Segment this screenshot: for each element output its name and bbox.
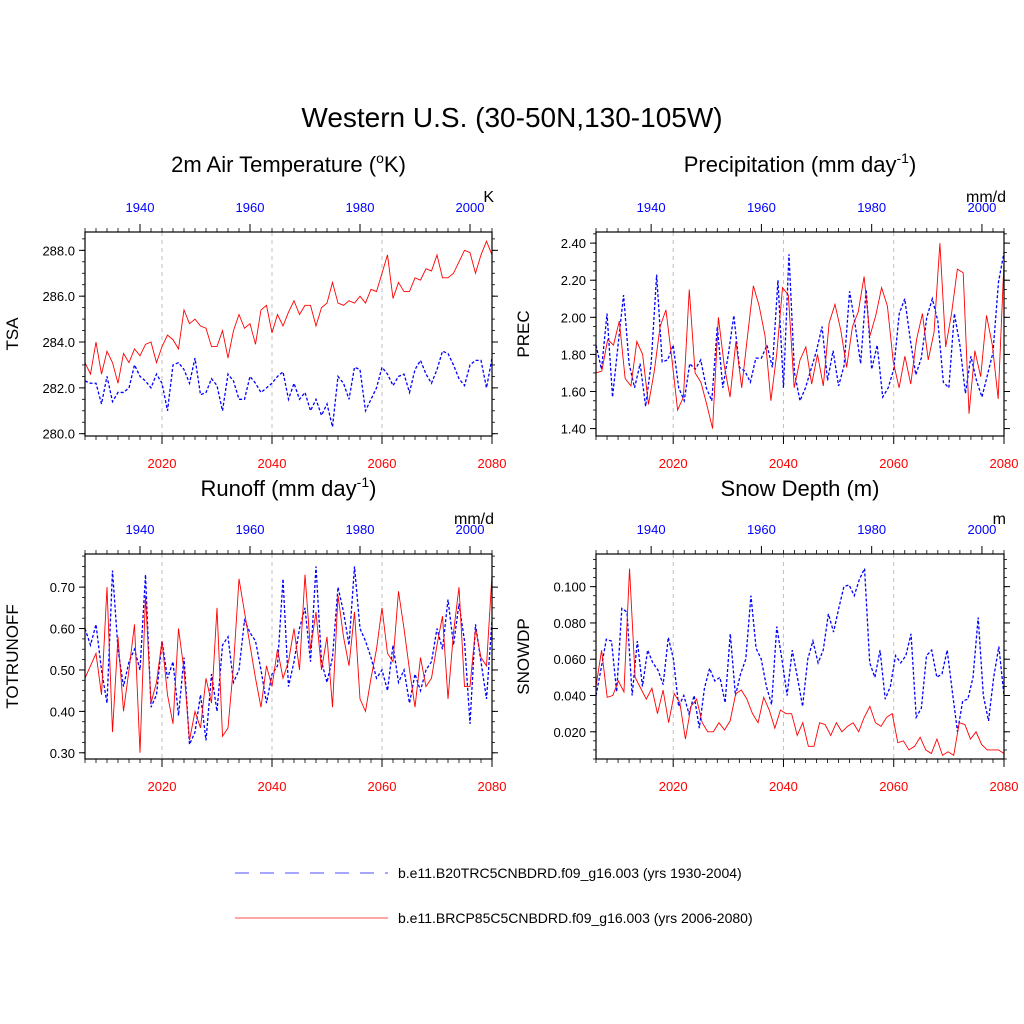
x-top-tick-label: 1980 xyxy=(346,522,375,537)
panel-title: Runoff (mm day-1) xyxy=(201,474,377,501)
y-tick-label: 0.30 xyxy=(50,746,75,761)
legend-label: b.e11.B20TRC5CNBDRD.f09_g16.003 (yrs 193… xyxy=(398,865,742,881)
y-tick-label: 282.0 xyxy=(42,381,75,396)
x-top-tick-label: 1960 xyxy=(747,200,776,215)
x-top-tick-label: 1960 xyxy=(747,522,776,537)
y-tick-label: 2.20 xyxy=(561,273,586,288)
series-line-rcp85 xyxy=(84,239,493,384)
panel-title: Snow Depth (m) xyxy=(721,476,880,501)
y-tick-label: 0.040 xyxy=(553,689,586,704)
x-bottom-tick-label: 2080 xyxy=(478,779,507,794)
units-label: K xyxy=(483,189,494,206)
y-tick-label: 2.00 xyxy=(561,310,586,325)
x-top-tick-label: 1960 xyxy=(236,200,265,215)
x-bottom-tick-label: 2020 xyxy=(659,456,688,471)
x-top-tick-label: 1960 xyxy=(236,522,265,537)
x-bottom-tick-label: 2040 xyxy=(258,456,287,471)
panel-title: 2m Air Temperature (oK) xyxy=(171,150,406,177)
panel-title: Precipitation (mm day-1) xyxy=(684,150,917,177)
x-top-tick-label: 2000 xyxy=(967,200,996,215)
y-tick-label: 0.50 xyxy=(50,663,75,678)
y-axis-label: PREC xyxy=(514,310,533,357)
y-tick-label: 280.0 xyxy=(42,427,75,442)
x-top-tick-label: 1940 xyxy=(126,522,155,537)
units-label: mm/d xyxy=(454,511,494,528)
legend-item-2: b.e11.BRCP85C5CNBDRD.f09_g16.003 (yrs 20… xyxy=(235,910,753,926)
y-tick-label: 286.0 xyxy=(42,289,75,304)
x-bottom-tick-label: 2080 xyxy=(990,456,1019,471)
legend: b.e11.B20TRC5CNBDRD.f09_g16.003 (yrs 193… xyxy=(235,865,753,926)
x-top-tick-label: 2000 xyxy=(456,200,485,215)
x-top-tick-label: 1980 xyxy=(857,522,886,537)
series-line-historical xyxy=(595,568,1005,732)
figure-title: Western U.S. (30-50N,130-105W) xyxy=(301,102,722,133)
y-tick-label: 1.40 xyxy=(561,422,586,437)
y-tick-label: 1.60 xyxy=(561,384,586,399)
series-line-historical xyxy=(84,350,493,427)
y-tick-label: 284.0 xyxy=(42,335,75,350)
x-top-tick-label: 1940 xyxy=(637,200,666,215)
x-bottom-tick-label: 2080 xyxy=(990,779,1019,794)
plot-frame xyxy=(595,553,1005,760)
x-top-tick-label: 2000 xyxy=(456,522,485,537)
plot-frame xyxy=(84,231,493,437)
y-tick-label: 0.020 xyxy=(553,725,586,740)
x-bottom-tick-label: 2020 xyxy=(148,779,177,794)
panels-group: 2m Air Temperature (oK) 280.0 282.0 284.0 28… xyxy=(3,150,1018,794)
x-top-tick-label: 2000 xyxy=(967,522,996,537)
x-bottom-tick-label: 2060 xyxy=(368,456,397,471)
chart-panel-4: Snow Depth (m) 0.020 0.040 0.060 0.080 0.100 S… xyxy=(514,476,1018,794)
y-tick-label: 0.060 xyxy=(553,652,586,667)
series-line-rcp85 xyxy=(595,243,1005,429)
y-axis-label: TOTRUNOFF xyxy=(3,604,22,709)
series-line-rcp85 xyxy=(595,568,1005,757)
x-top-tick-label: 1940 xyxy=(126,200,155,215)
x-bottom-tick-label: 2040 xyxy=(769,779,798,794)
units-label: mm/d xyxy=(966,189,1006,206)
plot-frame xyxy=(84,553,493,760)
x-bottom-tick-label: 2040 xyxy=(769,456,798,471)
x-bottom-tick-label: 2060 xyxy=(879,779,908,794)
x-top-tick-label: 1940 xyxy=(637,522,666,537)
x-bottom-tick-label: 2080 xyxy=(478,456,507,471)
y-tick-label: 0.60 xyxy=(50,622,75,637)
y-tick-label: 0.40 xyxy=(50,704,75,719)
y-tick-label: 288.0 xyxy=(42,243,75,258)
x-bottom-tick-label: 2020 xyxy=(659,779,688,794)
x-bottom-tick-label: 2060 xyxy=(879,456,908,471)
series-line-rcp85 xyxy=(84,574,493,753)
x-bottom-tick-label: 2060 xyxy=(368,779,397,794)
x-top-tick-label: 1980 xyxy=(346,200,375,215)
y-axis-label: SNOWDP xyxy=(514,618,533,695)
y-tick-label: 0.080 xyxy=(553,616,586,631)
chart-panel-1: 2m Air Temperature (oK) 280.0 282.0 284.0 28… xyxy=(3,150,506,471)
y-tick-label: 1.80 xyxy=(561,347,586,362)
y-tick-label: 0.70 xyxy=(50,580,75,595)
legend-label: b.e11.BRCP85C5CNBDRD.f09_g16.003 (yrs 20… xyxy=(398,910,753,926)
y-tick-label: 2.40 xyxy=(561,236,586,251)
x-top-tick-label: 1980 xyxy=(857,200,886,215)
x-bottom-tick-label: 2020 xyxy=(148,456,177,471)
chart-panel-2: Precipitation (mm day-1) 1.40 1.60 1.80 2.00… xyxy=(514,150,1018,471)
units-label: m xyxy=(993,511,1006,528)
x-bottom-tick-label: 2040 xyxy=(258,779,287,794)
legend-item-1: b.e11.B20TRC5CNBDRD.f09_g16.003 (yrs 193… xyxy=(235,865,742,881)
y-tick-label: 0.100 xyxy=(553,580,586,595)
chart-panel-3: Runoff (mm day-1) 0.30 0.40 0.50 0.60 0.70 TOT… xyxy=(3,474,506,794)
y-axis-label: TSA xyxy=(3,317,22,351)
plot-frame xyxy=(595,231,1005,437)
